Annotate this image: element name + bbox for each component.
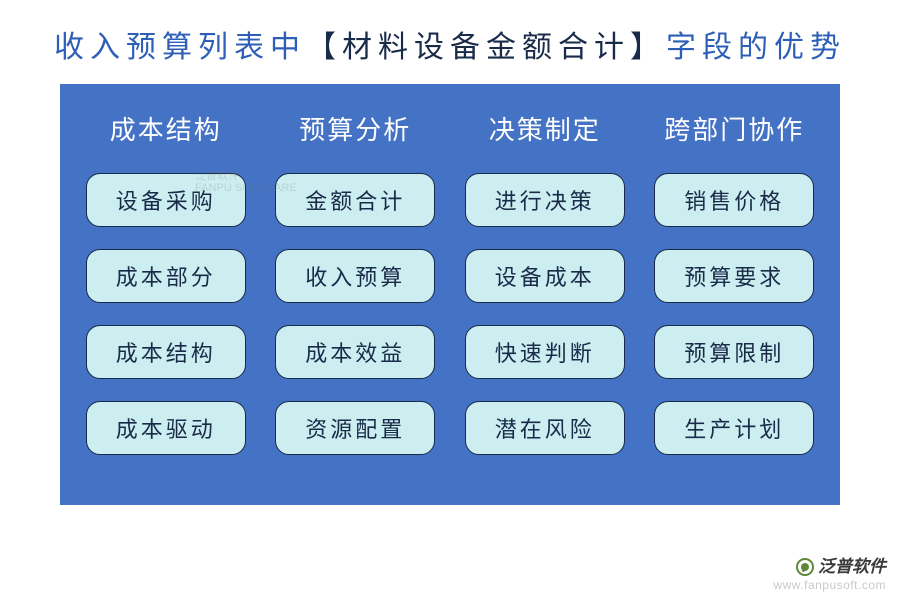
pill-item: 预算要求 (654, 249, 814, 303)
pill-item: 资源配置 (275, 401, 435, 455)
title-part2: 【材料设备金额合计】 (306, 31, 666, 64)
title-part1: 收入预算列表中 (54, 31, 306, 64)
info-panel: 成本结构 设备采购 成本部分 成本结构 成本驱动 预算分析 金额合计 收入预算 … (60, 84, 840, 505)
brand-url: www.fanpusoft.com (773, 578, 886, 592)
pill-item: 生产计划 (654, 401, 814, 455)
pill-item: 收入预算 (275, 249, 435, 303)
pill-item: 成本驱动 (86, 401, 246, 455)
pill-item: 成本部分 (86, 249, 246, 303)
column-cost-structure: 成本结构 设备采购 成本部分 成本结构 成本驱动 (78, 102, 254, 477)
pill-item: 成本结构 (86, 325, 246, 379)
column-cross-department: 跨部门协作 销售价格 预算要求 预算限制 生产计划 (647, 102, 823, 477)
column-header: 决策制定 (489, 110, 601, 147)
pill-item: 快速判断 (465, 325, 625, 379)
column-header: 成本结构 (110, 110, 222, 147)
brand-text: 泛普软件 (818, 557, 886, 577)
footer: 泛普软件 www.fanpusoft.com (773, 557, 886, 592)
column-decision-making: 决策制定 进行决策 设备成本 快速判断 潜在风险 (457, 102, 633, 477)
pill-item: 潜在风险 (465, 401, 625, 455)
pill-item: 设备成本 (465, 249, 625, 303)
pill-item: 销售价格 (654, 173, 814, 227)
brand: 泛普软件 (773, 557, 886, 577)
pill-item: 金额合计 (275, 173, 435, 227)
column-budget-analysis: 预算分析 金额合计 收入预算 成本效益 资源配置 (268, 102, 444, 477)
title-part3: 字段的优势 (666, 31, 846, 64)
pill-item: 进行决策 (465, 173, 625, 227)
column-header: 预算分析 (299, 110, 411, 147)
pill-item: 成本效益 (275, 325, 435, 379)
page-title: 收入预算列表中【材料设备金额合计】字段的优势 (0, 0, 900, 84)
pill-item: 设备采购 (86, 173, 246, 227)
column-header: 跨部门协作 (664, 110, 804, 147)
pill-item: 预算限制 (654, 325, 814, 379)
leaf-icon (796, 558, 814, 576)
